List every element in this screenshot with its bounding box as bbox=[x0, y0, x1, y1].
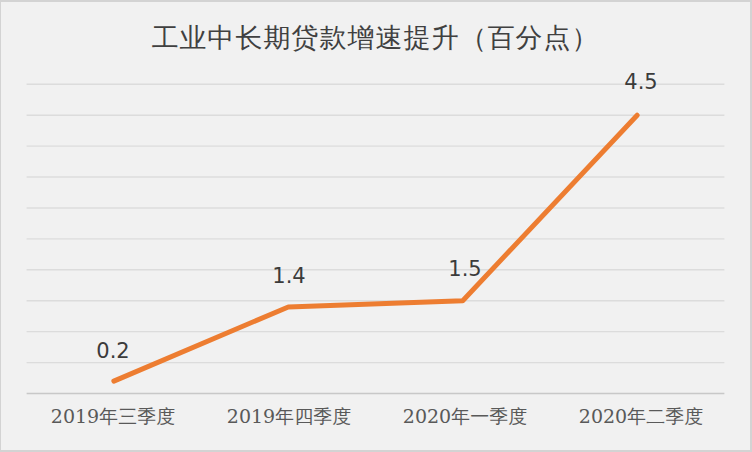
data-label: 1.5 bbox=[448, 257, 481, 281]
loan-growth-line-chart: 工业中长期贷款增速提升（百分点） 0.21.41.54.52019年三季度201… bbox=[0, 0, 752, 452]
plot-area bbox=[1, 2, 750, 450]
x-axis-tick-label: 2019年三季度 bbox=[51, 404, 175, 430]
x-axis-tick-label: 2019年四季度 bbox=[227, 404, 351, 430]
series-line bbox=[114, 115, 637, 381]
data-label: 4.5 bbox=[624, 70, 657, 94]
data-label: 0.2 bbox=[96, 339, 129, 363]
data-label: 1.4 bbox=[272, 264, 305, 288]
x-axis-tick-label: 2020年二季度 bbox=[579, 404, 703, 430]
x-axis-tick-label: 2020年一季度 bbox=[403, 404, 527, 430]
